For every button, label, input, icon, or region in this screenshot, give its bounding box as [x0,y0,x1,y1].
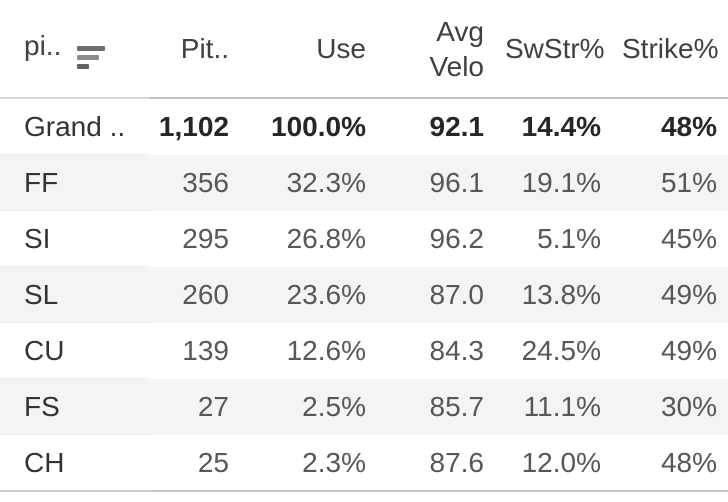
cell-swstr[interactable]: 13.8% [505,267,622,323]
column-header-label: pi.. [24,30,62,61]
cell-strike[interactable]: 48% [622,435,728,492]
cell-use[interactable]: 2.3% [250,435,387,492]
cell-avg-velo[interactable]: 96.1 [387,155,505,211]
table-row-cu: CU 139 12.6% 84.3 24.5% 49% [0,323,728,379]
cell-strike[interactable]: 49% [660,335,717,366]
cell-avg-velo[interactable]: 85.7 [387,379,505,435]
cell-use[interactable]: 26.8% [286,223,366,254]
cell-strike[interactable]: 48% [660,111,717,142]
column-header-pitches[interactable]: Pit.. [150,0,250,99]
row-label[interactable]: CH [0,435,150,492]
cell-swstr[interactable]: 14.4% [521,111,601,142]
sort-bar [77,64,90,69]
cell-strike[interactable]: 51% [622,155,728,211]
cell-swstr[interactable]: 11.1% [505,379,622,435]
table-row-grand-total: Grand .. 1,102 100.0% 92.1 14.4% 48% [0,99,728,155]
cell-strike[interactable]: 49% [622,267,728,323]
cell-swstr[interactable]: 5.1% [537,223,601,254]
table-row-fs: FS 27 2.5% 85.7 11.1% 30% [0,379,728,435]
table-row-sl: SL 260 23.6% 87.0 13.8% 49% [0,267,728,323]
cell-avg-velo[interactable]: 87.0 [387,267,505,323]
column-header-strike[interactable]: Strike% [622,0,728,99]
cell-use[interactable]: 2.5% [250,379,387,435]
header-row: pi.. Pit.. Use Avg Velo SwStr% Strike% [0,0,728,99]
cell-pitches[interactable]: 356 [150,155,250,211]
cell-use[interactable]: 12.6% [286,335,366,366]
row-label[interactable]: CU [0,323,150,379]
column-header-pitch-type[interactable]: pi.. [0,0,150,99]
cell-pitches[interactable]: 25 [150,435,250,492]
sort-descending-icon[interactable] [77,46,106,69]
cell-strike[interactable]: 30% [622,379,728,435]
row-label[interactable]: Grand .. [0,99,150,155]
row-label[interactable]: SI [0,211,150,267]
cell-swstr[interactable]: 24.5% [521,335,601,366]
row-label[interactable]: SL [0,267,150,323]
cell-use[interactable]: 32.3% [250,155,387,211]
cell-pitches[interactable]: 295 [182,223,229,254]
sort-bar [77,46,106,51]
table-row-si: SI 295 26.8% 96.2 5.1% 45% [0,211,728,267]
sort-bar [77,55,100,60]
table-row-ff: FF 356 32.3% 96.1 19.1% 51% [0,155,728,211]
column-header-swstr[interactable]: SwStr% [505,0,622,99]
cell-use[interactable]: 23.6% [250,267,387,323]
cell-use[interactable]: 100.0% [271,111,366,142]
column-header-avg-velo[interactable]: Avg Velo [387,0,505,99]
cell-pitches[interactable]: 260 [150,267,250,323]
cell-pitches[interactable]: 139 [182,335,229,366]
cell-strike[interactable]: 45% [660,223,717,254]
cell-swstr[interactable]: 12.0% [505,435,622,492]
row-label[interactable]: FF [0,155,150,211]
cell-avg-velo[interactable]: 92.1 [429,111,485,142]
cell-swstr[interactable]: 19.1% [505,155,622,211]
cell-pitches[interactable]: 1,102 [158,111,229,142]
cell-pitches[interactable]: 27 [150,379,250,435]
row-label[interactable]: FS [0,379,150,435]
table-row-ch: CH 25 2.3% 87.6 12.0% 48% [0,435,728,492]
cell-avg-velo[interactable]: 87.6 [387,435,505,492]
cell-avg-velo[interactable]: 84.3 [429,335,485,366]
cell-avg-velo[interactable]: 96.2 [429,223,485,254]
column-header-use[interactable]: Use [250,0,387,99]
